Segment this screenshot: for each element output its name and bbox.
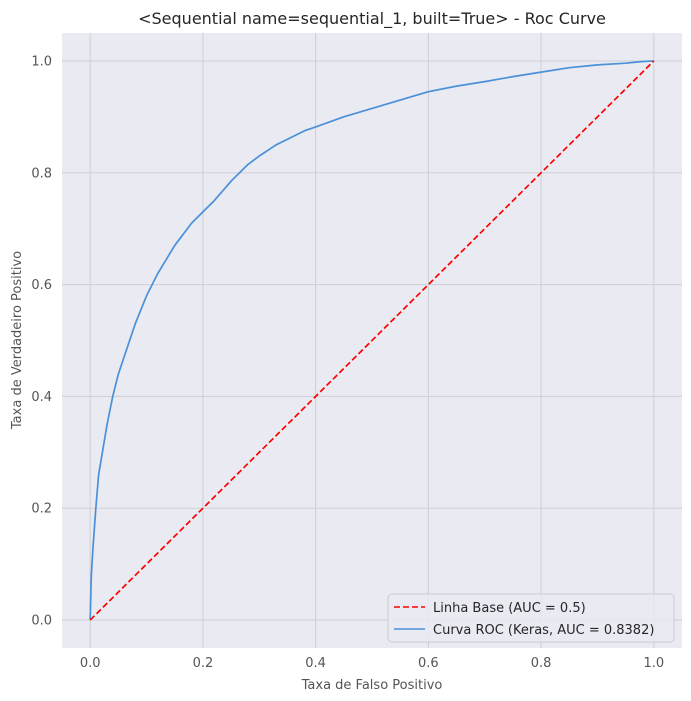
- x-tick-label: 0.4: [305, 656, 326, 671]
- y-tick-label: 0.8: [31, 166, 52, 181]
- x-axis-label: Taxa de Falso Positivo: [301, 678, 443, 693]
- y-tick-label: 0.4: [31, 390, 52, 405]
- x-tick-label: 0.0: [80, 656, 101, 671]
- legend-box: [387, 593, 675, 643]
- legend-label-baseline: Linha Base (AUC = 0.5): [433, 601, 586, 616]
- y-tick-label: 0.2: [31, 502, 52, 517]
- roc-series-line: [89, 60, 654, 621]
- x-tick-labels: 0.0 0.2 0.4 0.6 0.8 1.0: [80, 656, 664, 671]
- chart-title: <Sequential name=sequential_1, built=Tru…: [138, 9, 606, 29]
- legend-label-roc: Curva ROC (Keras, AUC = 0.8382): [433, 623, 654, 638]
- y-tick-label: 0.0: [31, 614, 52, 629]
- y-tick-label: 0.6: [31, 278, 52, 293]
- series-lines: [89, 60, 655, 621]
- grid: [62, 33, 682, 648]
- x-tick-label: 1.0: [643, 656, 664, 671]
- x-tick-label: 0.8: [531, 656, 552, 671]
- y-tick-label: 1.0: [31, 54, 52, 69]
- legend: Linha Base (AUC = 0.5) Curva ROC (Keras,…: [387, 593, 675, 643]
- y-tick-labels: 0.0 0.2 0.4 0.6 0.8 1.0: [31, 54, 52, 628]
- x-tick-label: 0.6: [418, 656, 439, 671]
- y-axis-label: Taxa de Verdadeiro Positivo: [10, 251, 25, 430]
- baseline-series-line: [89, 60, 655, 621]
- x-tick-label: 0.2: [193, 656, 214, 671]
